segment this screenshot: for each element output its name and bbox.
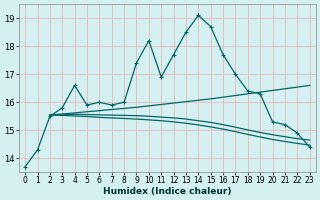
X-axis label: Humidex (Indice chaleur): Humidex (Indice chaleur) [103,187,232,196]
